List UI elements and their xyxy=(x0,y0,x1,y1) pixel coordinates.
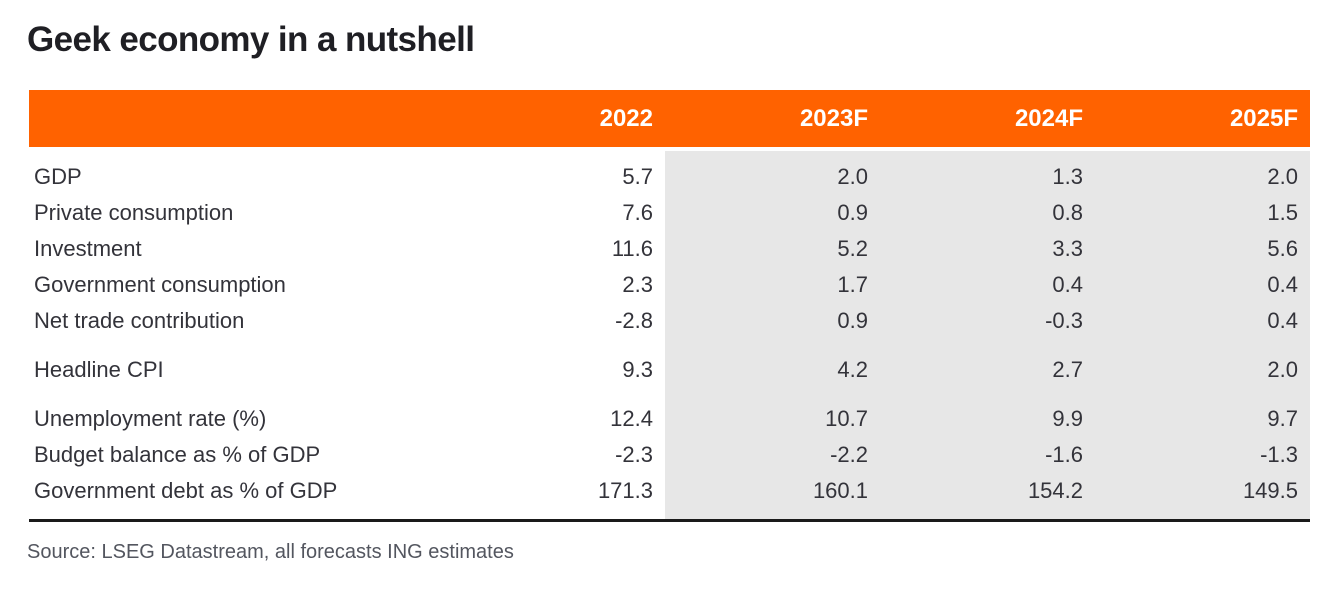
table-cell: 9.7 xyxy=(1267,406,1298,431)
table-cell: 5.2 xyxy=(837,236,868,261)
row-label: Investment xyxy=(34,236,142,261)
table-cell: 10.7 xyxy=(825,406,868,431)
table-row: Net trade contribution -2.8 0.9 -0.3 0.4 xyxy=(29,303,1310,339)
table-cell: 0.4 xyxy=(1267,308,1298,333)
table-row: Government consumption 2.3 1.7 0.4 0.4 xyxy=(29,267,1310,303)
table-header-row: 2022 2023F 2024F 2025F xyxy=(29,90,1310,147)
table-cell: 0.4 xyxy=(1052,272,1083,297)
column-header-2025f: 2025F xyxy=(1229,104,1298,132)
table-cell: -2.3 xyxy=(615,442,653,467)
table-cell: -0.3 xyxy=(1045,308,1083,333)
table-cell: 171.3 xyxy=(597,478,653,503)
table-cell: -2.2 xyxy=(830,442,868,467)
table-cell: 149.5 xyxy=(1242,478,1298,503)
table-row: Unemployment rate (%) 12.4 10.7 9.9 9.7 xyxy=(29,401,1310,437)
table-row: Budget balance as % of GDP -2.3 -2.2 -1.… xyxy=(29,437,1310,473)
table-cell: 11.6 xyxy=(611,236,653,261)
table-cell: 1.7 xyxy=(837,272,868,297)
table-cell: 9.9 xyxy=(1052,406,1083,431)
source-note: Source: LSEG Datastream, all forecasts I… xyxy=(27,541,514,563)
table-cell: 0.9 xyxy=(837,308,868,333)
column-header-2023f: 2023F xyxy=(799,104,868,132)
table-cell: 0.4 xyxy=(1267,272,1298,297)
table-cell: -2.8 xyxy=(615,308,653,333)
table-cell: 12.4 xyxy=(610,406,653,431)
row-label: Headline CPI xyxy=(34,357,164,382)
table-cell: 160.1 xyxy=(812,478,868,503)
table-cell: 154.2 xyxy=(1027,478,1083,503)
table-cell: 2.0 xyxy=(1267,164,1298,189)
table-cell: 0.8 xyxy=(1052,200,1083,225)
table-cell: 2.7 xyxy=(1052,357,1083,382)
table-cell: 0.9 xyxy=(837,200,868,225)
row-group-inflation: Headline CPI 9.3 4.2 2.7 2.0 xyxy=(29,352,1310,388)
economy-table: 2022 2023F 2024F 2025F GDP 5.7 2.0 1.3 2… xyxy=(29,90,1310,522)
table-cell: -1.3 xyxy=(1260,442,1298,467)
row-label: Budget balance as % of GDP xyxy=(34,442,321,467)
table-cell: -1.6 xyxy=(1045,442,1083,467)
forecast-shade-panel xyxy=(665,151,1310,519)
row-label: Net trade contribution xyxy=(34,308,245,333)
row-label: Unemployment rate (%) xyxy=(34,406,267,431)
table-cell: 7.6 xyxy=(622,200,653,225)
table-cell: 5.6 xyxy=(1267,236,1298,261)
table-row: Investment 11.6 5.2 3.3 5.6 xyxy=(29,231,1310,267)
table-cell: 3.3 xyxy=(1052,236,1083,261)
table-body: GDP 5.7 2.0 1.3 2.0 Private consumption … xyxy=(29,151,1310,522)
row-label: GDP xyxy=(34,164,82,189)
column-header-2024f: 2024F xyxy=(1014,104,1083,132)
table-cell: 2.0 xyxy=(1267,357,1298,382)
row-group-growth-components: GDP 5.7 2.0 1.3 2.0 Private consumption … xyxy=(29,159,1310,339)
table-row: Private consumption 7.6 0.9 0.8 1.5 xyxy=(29,195,1310,231)
row-label: Private consumption xyxy=(34,200,234,225)
table-cell: 1.5 xyxy=(1267,200,1298,225)
figure-title: Geek economy in a nutshell xyxy=(27,20,475,59)
row-group-labour-fiscal: Unemployment rate (%) 12.4 10.7 9.9 9.7 … xyxy=(29,401,1310,509)
table-cell: 2.3 xyxy=(622,272,653,297)
table-cell: 2.0 xyxy=(837,164,868,189)
column-header-2022: 2022 xyxy=(599,104,653,132)
table-cell: 9.3 xyxy=(622,357,653,382)
row-label: Government consumption xyxy=(34,272,286,297)
table-row: GDP 5.7 2.0 1.3 2.0 xyxy=(29,159,1310,195)
table-row: Government debt as % of GDP 171.3 160.1 … xyxy=(29,473,1310,509)
table-row: Headline CPI 9.3 4.2 2.7 2.0 xyxy=(29,352,1310,388)
row-label: Government debt as % of GDP xyxy=(34,478,338,503)
table-cell: 5.7 xyxy=(622,164,653,189)
table-cell: 4.2 xyxy=(837,357,868,382)
table-cell: 1.3 xyxy=(1052,164,1083,189)
